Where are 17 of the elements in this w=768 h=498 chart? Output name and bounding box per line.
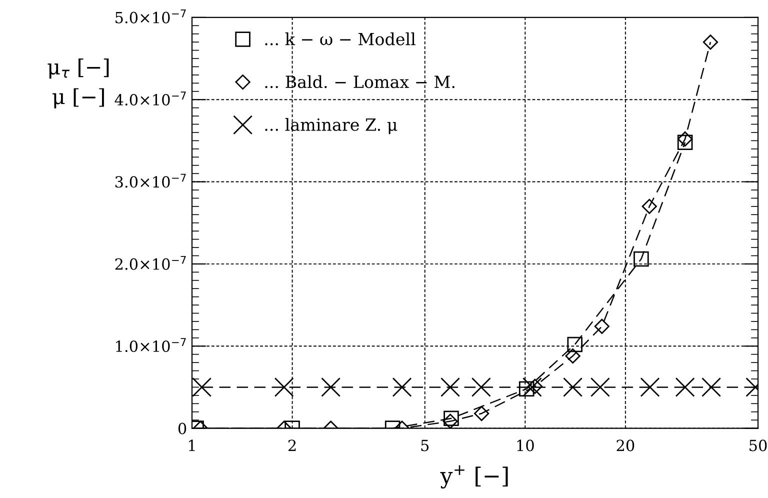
legend-label: ... Bald. − Lomax − M.: [265, 75, 454, 88]
y-tick-label: 3.0×10$^{−7}$: [115, 174, 186, 188]
legend-label: ... k − ω − Modell: [265, 32, 416, 46]
x-axis-title: y$^{+}$ [−]: [440, 465, 508, 488]
x-tick-label: 2: [288, 440, 296, 451]
y-tick-label: 0: [178, 422, 186, 434]
x-tick-label: 1: [189, 440, 195, 451]
y-axis-title: μ$_{τ}$ [−] μ [−]: [48, 58, 109, 108]
legend-label: ... laminare Z. μ: [265, 118, 398, 134]
x-tick-label: 10: [517, 440, 534, 452]
y-tick-label: 2.0×10$^{−7}$: [115, 256, 186, 270]
x-tick-label: 5: [421, 440, 429, 452]
y-tick-label: 5.0×10$^{−7}$: [116, 9, 186, 24]
y-tick-label: 4.0×10$^{−7}$: [114, 92, 186, 106]
x-tick-label: 50: [750, 440, 767, 452]
x-tick-label: 20: [616, 440, 634, 452]
y-tick-label: 1.0×10$^{−7}$: [116, 338, 186, 352]
